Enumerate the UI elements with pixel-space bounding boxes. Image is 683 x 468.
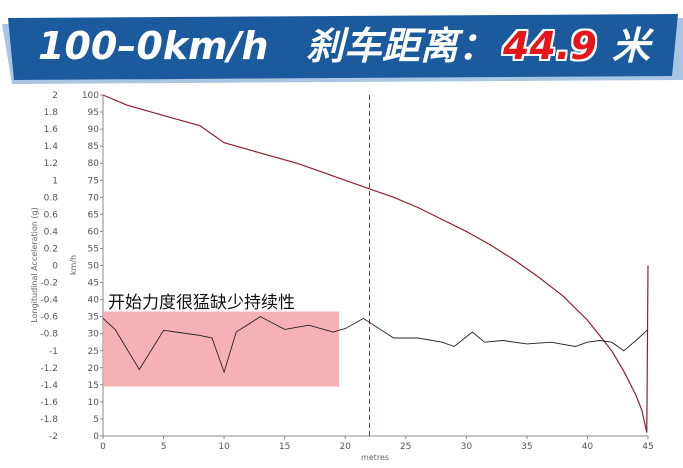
y-right-tick-label: 65 [88,210,99,220]
y-right-tick-label: 0 [93,432,99,442]
y-left-tick-label: 1.8 [44,108,59,118]
y-left-tick-label: -1.6 [40,398,58,408]
acceleration-series-line [102,316,649,374]
x-tick-label: 40 [582,442,594,452]
y-right-tick-label: 75 [88,176,99,186]
y-right-tick-label: 90 [88,125,100,135]
y-right-tick-label: 40 [88,296,100,306]
x-tick-label: 10 [218,442,230,452]
y-left-tick-label: 0.6 [44,210,59,220]
x-tick-label: 5 [161,442,167,452]
y-left-tick-label: 1.6 [44,125,59,135]
banner: 100–0km/h 刹车距离： 44.9 米 [0,0,683,84]
banner-shape [2,14,683,84]
highlight-box [103,311,340,387]
annotation-text: 开始力度很猛缺少持续性 [108,293,295,313]
y-right-tick-label: 45 [88,279,99,289]
x-tick-label: 15 [279,442,290,452]
speed-series-line [102,94,649,433]
y-right-tick-label: 55 [88,244,99,254]
x-tick-label: 25 [400,442,411,452]
y-right-tick-label: 10 [88,398,100,408]
banner-label: 刹车距离： [306,24,497,68]
y-left-axis-label: Longitudinal Acceleration (g) [30,207,39,322]
y-right-tick-label: 70 [88,193,100,203]
y-right-axis-label: km/h [69,255,78,275]
y-right-tick-label: 5 [93,415,99,425]
banner-title: 100–0km/h [38,24,269,68]
y-left-tick-label: -0.6 [40,313,58,323]
y-left-tick-label: -1 [49,347,58,357]
y-left-tick-label: -0.4 [40,296,58,306]
banner-unit: 米 [612,24,651,68]
y-right-tick-label: 15 [88,381,99,391]
x-tick-label: 0 [100,442,106,452]
y-right-tick-label: 20 [88,364,100,374]
x-axis-label: metres [361,453,389,462]
y-left-tick-label: 1 [52,176,58,186]
x-tick-label: 20 [339,442,351,452]
y-right-tick-label: 50 [88,262,100,272]
y-left-tick-label: -2 [49,432,58,442]
y-right-tick-label: 35 [88,313,99,323]
y-right-tick-label: 95 [88,108,99,118]
y-left-tick-label: 0.2 [44,244,58,254]
y-right-tick-label: 100 [82,91,99,101]
y-right-tick-label: 80 [88,159,100,169]
x-tick-label: 35 [521,442,532,452]
y-right-tick-label: 30 [88,330,100,340]
y-left-tick-label: 1.2 [44,159,58,169]
y-left-tick-label: 0 [52,262,58,272]
y-left-tick-label: -0.8 [40,330,58,340]
y-right-tick-label: 85 [88,142,99,152]
y-left-tick-label: -1.8 [40,415,58,425]
y-left-tick-label: 2 [52,91,58,101]
x-tick-label: 45 [642,442,653,452]
y-left-tick-label: 0.4 [44,227,59,237]
y-left-tick-label: 1.4 [44,142,59,152]
y-left-tick-label: -1.4 [40,381,58,391]
y-left-tick-label: 0.8 [44,193,59,203]
y-left-tick-label: -1.2 [40,364,58,374]
banner-value: 44.9 [503,24,597,68]
x-tick-label: 30 [461,442,473,452]
y-right-tick-label: 25 [88,347,99,357]
y-left-tick-label: -0.2 [40,279,58,289]
y-right-tick-label: 60 [88,227,100,237]
